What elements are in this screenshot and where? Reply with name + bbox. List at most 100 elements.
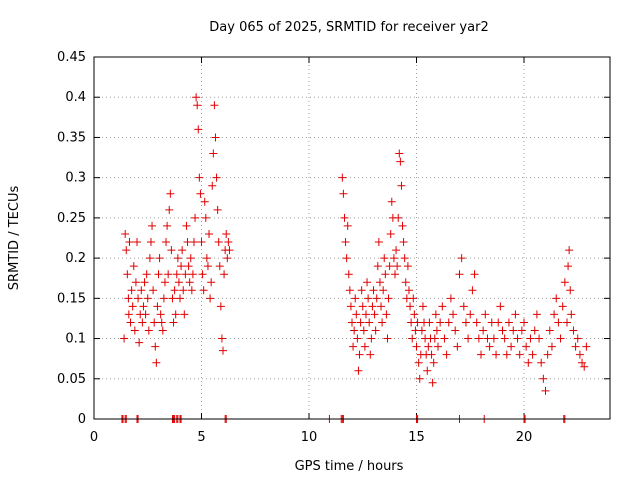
data-point [172, 270, 181, 279]
data-point [159, 294, 168, 303]
data-point [133, 238, 141, 247]
x-axis-label: GPS time / hours [295, 459, 404, 474]
data-point [564, 262, 573, 271]
data-point [164, 270, 173, 279]
data-point [524, 358, 533, 367]
data-point [211, 133, 220, 142]
data-point [181, 270, 190, 279]
y-tick-label: 0.15 [57, 291, 86, 306]
data-point [457, 254, 466, 263]
data-point [340, 213, 349, 222]
data-point [509, 326, 518, 335]
data-point [148, 221, 157, 230]
data-point [373, 262, 382, 271]
data-point [156, 310, 165, 319]
data-point [153, 302, 162, 311]
data-point [213, 205, 222, 214]
data-point [459, 302, 468, 311]
data-point [145, 254, 154, 263]
x-tick-label: 5 [197, 430, 205, 445]
data-point [494, 318, 503, 327]
data-point [120, 334, 129, 343]
data-point [184, 262, 193, 271]
data-point [528, 350, 537, 359]
data-point [492, 350, 501, 359]
data-point [355, 350, 364, 359]
tick-layer: 0 0.05 0.1 0.15 0.2 0.25 0.3 0.35 0.4 0.45 0 5 10 15 2… [57, 50, 610, 445]
data-point [208, 181, 217, 190]
data-point [414, 358, 423, 367]
data-point [575, 350, 584, 359]
data-point [157, 318, 166, 327]
data-point [361, 310, 370, 319]
data-point [395, 149, 404, 158]
data-point [357, 286, 366, 295]
data-point [146, 238, 155, 247]
data-point [449, 310, 458, 319]
data-point [356, 318, 365, 327]
data-point [210, 101, 219, 110]
data-point [370, 310, 379, 319]
data-point [358, 302, 367, 311]
x-tick-label: 15 [408, 430, 425, 445]
data-point [139, 302, 148, 311]
data-point [385, 262, 394, 271]
data-point [196, 189, 205, 198]
data-point [429, 358, 438, 367]
data-point [350, 326, 359, 335]
data-point [522, 342, 531, 351]
data-point [131, 278, 140, 287]
data-point [220, 270, 229, 279]
data-point [122, 246, 131, 255]
data-point [423, 366, 432, 375]
data-point [206, 294, 215, 303]
data-point [386, 229, 395, 238]
data-point [392, 246, 401, 255]
data-point [466, 310, 475, 319]
chart-title: Day 065 of 2025, SRMTID for receiver yar… [209, 20, 488, 35]
data-point [134, 294, 143, 303]
data-point [481, 310, 490, 319]
data-point [342, 254, 351, 263]
data-point [125, 238, 134, 247]
data-point [185, 278, 194, 287]
data-point [398, 221, 407, 230]
data-point [560, 278, 569, 287]
data-point [537, 358, 546, 367]
data-point [169, 318, 178, 327]
data-point [374, 238, 383, 247]
y-tick-label: 0.45 [57, 50, 86, 65]
data-point [502, 350, 511, 359]
data-point [455, 270, 464, 279]
data-point [345, 286, 354, 295]
data-point [369, 286, 378, 295]
data-point [135, 338, 144, 347]
data-point [461, 318, 470, 327]
data-point [188, 270, 197, 279]
data-point [121, 229, 130, 238]
data-point [200, 197, 209, 206]
data-point [149, 286, 158, 295]
x-tick-label: 10 [301, 430, 318, 445]
y-tick-label: 0.4 [65, 90, 86, 105]
data-point [176, 294, 184, 303]
data-point [489, 334, 498, 343]
data-point [144, 326, 153, 335]
data-point [477, 350, 485, 359]
data-point [539, 374, 548, 383]
data-point [552, 294, 561, 303]
data-point [515, 350, 524, 359]
data-point [126, 318, 135, 327]
data-point [363, 278, 372, 287]
data-point [569, 326, 578, 335]
data-point [446, 294, 455, 303]
data-point [403, 262, 412, 271]
data-point [207, 278, 216, 287]
data-point [193, 101, 202, 110]
data-point [198, 270, 207, 279]
data-point [565, 246, 574, 255]
data-point [177, 262, 186, 271]
data-point [124, 294, 133, 303]
